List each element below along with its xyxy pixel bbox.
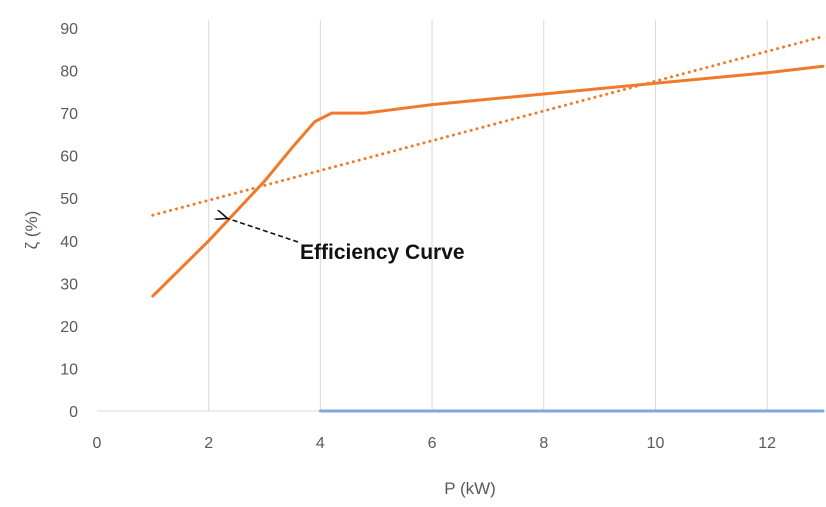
y-tick-label: 90 <box>60 21 78 38</box>
annotation-label: Efficiency Curve <box>300 241 465 264</box>
annotations: Efficiency Curve <box>227 218 465 264</box>
x-tick-label: 2 <box>204 435 213 452</box>
y-tick-label: 30 <box>60 276 78 293</box>
y-tick-label: 0 <box>69 404 78 421</box>
x-tick-label: 6 <box>428 435 437 452</box>
y-tick-label: 70 <box>60 106 78 123</box>
x-tick-label: 4 <box>316 435 325 452</box>
x-tick-label: 8 <box>539 435 548 452</box>
y-tick-label: 10 <box>60 361 78 378</box>
x-tick-label: 12 <box>758 435 776 452</box>
y-tick-label: 60 <box>60 149 78 166</box>
x-tick-label: 0 <box>93 435 102 452</box>
axes: 0 2 4 6 8 10 12 0 10 20 30 40 50 60 70 80 90 <box>60 21 776 452</box>
y-tick-label: 40 <box>60 234 78 251</box>
x-axis-label: P (kW) <box>444 479 496 498</box>
y-tick-label: 20 <box>60 319 78 336</box>
annotation-arrow <box>227 218 299 243</box>
y-tick-label: 50 <box>60 191 78 208</box>
series <box>151 35 825 413</box>
x-tick-label: 10 <box>647 435 665 452</box>
efficiency-curve-series <box>151 64 825 298</box>
trendline-series <box>151 35 825 217</box>
y-tick-label: 80 <box>60 64 78 81</box>
y-axis-label: ζ (%) <box>22 211 41 250</box>
